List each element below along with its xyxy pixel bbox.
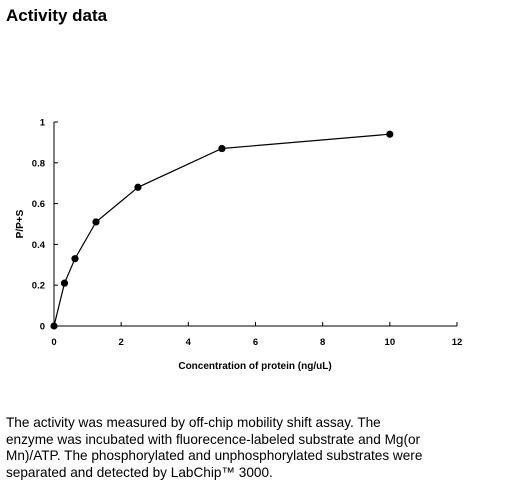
data-point: [92, 218, 100, 226]
data-point: [60, 279, 69, 287]
caption-line: enzyme was incubated with fluorecence-la…: [6, 431, 421, 447]
caption-line: separated and detected by LabChip™ 3000.: [6, 464, 273, 480]
x-tick-label: 0: [51, 337, 56, 348]
y-tick-label: 1: [40, 118, 46, 129]
data-point: [50, 322, 58, 330]
data-point: [218, 144, 226, 153]
caption-line: The activity was measured by off-chip mo…: [6, 415, 381, 430]
x-tick-label: 8: [320, 337, 325, 348]
x-ticks: 0 2 4 6 8 10 12: [51, 322, 462, 348]
caption: The activity was measured by off-chip mo…: [6, 415, 514, 481]
y-tick-label: 0.4: [32, 240, 46, 251]
y-tick-label: 0.2: [32, 281, 45, 292]
y-axis: 0 0.2 0.4 0.6 0.8 1: [32, 118, 58, 333]
data-point: [134, 183, 142, 191]
x-axis-title: Concentration of protein (ng/uL): [178, 361, 331, 372]
activity-line-chart: 0 0.2 0.4 0.6 0.8 1 0 2 4 6 8 10 12 Concentration o…: [15, 118, 462, 373]
x-tick-label: 10: [385, 337, 396, 348]
y-tick-label: 0.8: [32, 158, 45, 169]
y-ticks: 0 0.2 0.4 0.6 0.8 1: [32, 118, 58, 333]
caption-line: Mn)/ATP. The phosphorylated and unphosph…: [6, 448, 423, 464]
page-heading: Activity data: [6, 6, 108, 25]
x-tick-label: 2: [119, 337, 124, 348]
data-point: [386, 130, 394, 138]
y-tick-label: 0: [40, 322, 45, 333]
data-point: [71, 255, 79, 263]
x-axis: 0 2 4 6 8 10 12: [51, 322, 462, 348]
data-series: [50, 130, 394, 330]
x-tick-label: 12: [452, 337, 463, 348]
y-axis-title: P/P+S: [15, 209, 26, 238]
y-tick-label: 0.6: [32, 199, 45, 210]
x-tick-label: 6: [253, 337, 258, 348]
x-tick-label: 4: [186, 337, 192, 348]
series-line: [53, 133, 390, 327]
